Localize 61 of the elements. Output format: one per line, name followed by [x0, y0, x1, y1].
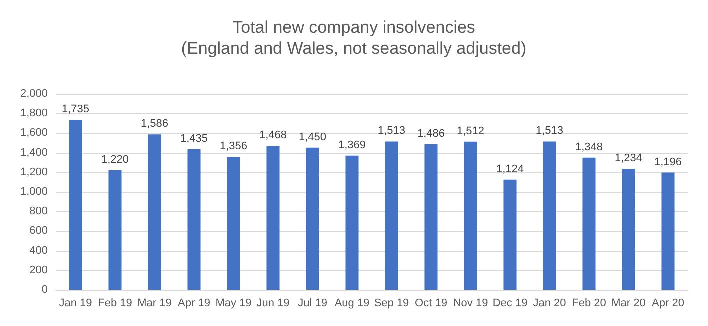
chart-title: Total new company insolvencies: [232, 18, 476, 37]
bar: [662, 172, 675, 290]
data-label: 1,735: [62, 103, 90, 116]
data-label: 1,586: [140, 118, 169, 130]
bar: [306, 148, 320, 290]
y-tick-label: 1,200: [20, 166, 48, 178]
x-tick-label: Feb 19: [98, 298, 132, 310]
data-label: 1,468: [259, 130, 288, 142]
bar: [148, 134, 162, 290]
data-label: 1,513: [536, 125, 564, 138]
data-label: 1,348: [575, 141, 604, 154]
data-label: 1,124: [496, 163, 524, 176]
x-tick-label: Nov 19: [453, 298, 488, 310]
x-tick-label: Apr 20: [652, 298, 684, 310]
bar: [346, 156, 359, 290]
y-tick-label: 1,600: [20, 127, 48, 140]
x-tick-label: May 19: [216, 298, 252, 310]
bar: [385, 142, 398, 290]
x-tick-label: Aug 19: [334, 298, 370, 310]
y-tick-label: 0: [42, 284, 48, 296]
bar: [188, 149, 201, 290]
bar: [543, 142, 556, 290]
chart-subtitle: (England and Wales, not seasonally adjusted): [181, 39, 527, 58]
y-tick-label: 1,800: [20, 108, 48, 120]
bar: [266, 146, 280, 290]
data-label: 1,220: [101, 154, 130, 166]
x-tick-label: Oct 19: [415, 298, 448, 310]
x-tick-label: Feb 20: [572, 298, 606, 310]
y-tick-label: 1,400: [20, 146, 48, 159]
data-label: 1,196: [654, 156, 682, 168]
y-tick-label: 400: [30, 244, 48, 257]
data-label: 1,356: [220, 140, 248, 153]
y-tick-label: 800: [30, 206, 48, 218]
bar: [464, 142, 478, 290]
bar: [69, 120, 82, 290]
bar: [622, 169, 636, 290]
bar: [424, 144, 438, 290]
x-tick-label: Jan 20: [533, 298, 566, 310]
x-tick-label: Dec 19: [492, 298, 528, 310]
data-label: 1,435: [180, 132, 208, 145]
x-tick-label: Jan 19: [59, 298, 92, 310]
x-tick-label: Mar 20: [612, 298, 646, 310]
bar: [582, 158, 596, 290]
data-label: 1,512: [456, 125, 485, 138]
x-tick-label: Sep 19: [374, 298, 410, 310]
x-tick-label: Jun 19: [256, 298, 290, 310]
y-tick-label: 1,000: [20, 186, 48, 198]
data-label: 1,513: [378, 125, 406, 138]
data-label: 1,450: [298, 131, 327, 144]
bar: [504, 180, 517, 290]
x-tick-label: Jul 19: [298, 298, 328, 310]
y-tick-label: 2,000: [20, 88, 48, 100]
bar: [108, 170, 122, 290]
data-label: 1,369: [338, 139, 366, 152]
data-label: 1,234: [614, 152, 643, 165]
y-tick-label: 200: [30, 264, 48, 276]
x-tick-label: Mar 19: [138, 298, 172, 310]
y-tick-label: 600: [30, 225, 48, 238]
x-tick-label: Apr 19: [178, 298, 210, 310]
bar: [227, 157, 240, 290]
data-label: 1,486: [417, 128, 446, 140]
